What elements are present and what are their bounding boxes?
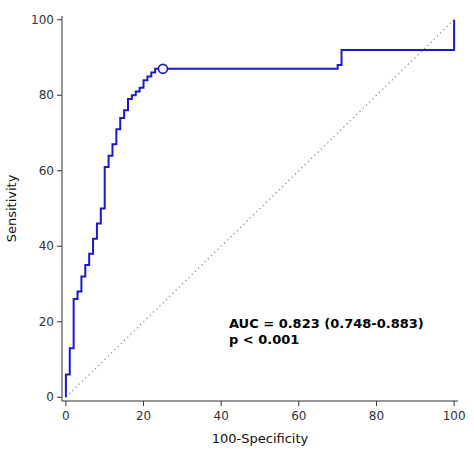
x-tick-label: 60: [291, 409, 306, 423]
x-tick: [143, 401, 144, 406]
y-tick: [57, 321, 62, 322]
x-axis-label: 100-Specificity: [212, 431, 309, 446]
roc-curve: [66, 20, 454, 397]
x-tick-label: 0: [62, 409, 70, 423]
axes: 0 20 40 60 80 100 0 20 40 60 80 100: [31, 13, 465, 423]
x-tick: [221, 401, 222, 406]
y-axis-label: Sensitivity: [4, 174, 19, 242]
x-tick: [376, 401, 377, 406]
annotation: AUC = 0.823 (0.748-0.883)p < 0.001: [229, 316, 424, 347]
y-tick: [57, 246, 62, 247]
marker-point: [158, 64, 167, 73]
chart: 0 20 40 60 80 100 0 20 40 60 80 100 100-Specificity S…: [0, 0, 474, 453]
x-tick-label: 20: [136, 409, 151, 423]
reference-line: [66, 20, 454, 397]
y-tick-label: 60: [39, 164, 54, 178]
y-tick-label: 20: [39, 315, 54, 329]
y-tick: [57, 19, 62, 20]
y-tick-label: 100: [31, 13, 54, 27]
x-axis-line: [62, 401, 458, 402]
x-tick: [298, 401, 299, 406]
x-tick-label: 100: [443, 409, 466, 423]
y-tick: [57, 95, 62, 96]
plot-area: [66, 20, 454, 397]
x-tick-label: 40: [214, 409, 229, 423]
x-tick: [65, 401, 66, 406]
y-tick-label: 0: [46, 390, 54, 404]
y-tick: [57, 397, 62, 398]
y-axis-line: [62, 16, 63, 401]
y-tick-label: 80: [39, 88, 54, 102]
x-tick: [454, 401, 455, 406]
x-tick-label: 80: [369, 409, 384, 423]
y-tick-label: 40: [39, 239, 54, 253]
y-tick: [57, 170, 62, 171]
